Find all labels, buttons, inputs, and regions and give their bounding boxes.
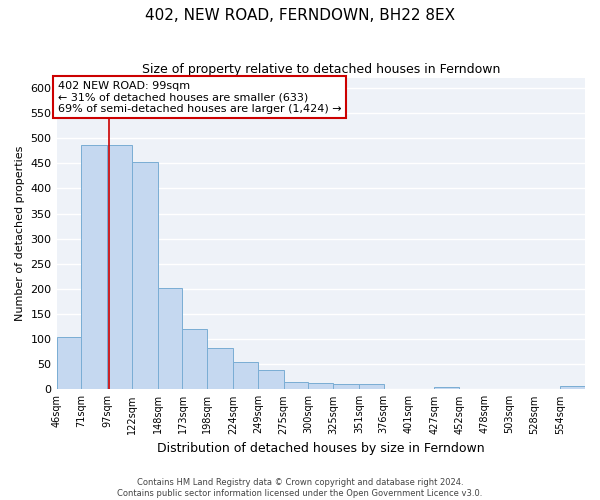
Text: 402, NEW ROAD, FERNDOWN, BH22 8EX: 402, NEW ROAD, FERNDOWN, BH22 8EX bbox=[145, 8, 455, 22]
Bar bbox=[333, 384, 359, 390]
Title: Size of property relative to detached houses in Ferndown: Size of property relative to detached ho… bbox=[142, 62, 500, 76]
Text: 402 NEW ROAD: 99sqm
← 31% of detached houses are smaller (633)
69% of semi-detac: 402 NEW ROAD: 99sqm ← 31% of detached ho… bbox=[58, 80, 341, 114]
Bar bbox=[434, 387, 459, 390]
Bar bbox=[56, 336, 82, 390]
Bar bbox=[107, 145, 132, 390]
Bar bbox=[158, 288, 182, 390]
Bar bbox=[308, 384, 333, 390]
Text: Contains HM Land Registry data © Crown copyright and database right 2024.
Contai: Contains HM Land Registry data © Crown c… bbox=[118, 478, 482, 498]
Bar bbox=[258, 370, 284, 390]
Bar bbox=[284, 382, 308, 390]
Bar bbox=[233, 362, 258, 390]
Bar bbox=[82, 145, 107, 390]
X-axis label: Distribution of detached houses by size in Ferndown: Distribution of detached houses by size … bbox=[157, 442, 485, 455]
Bar bbox=[560, 386, 585, 390]
Bar bbox=[132, 162, 158, 390]
Bar bbox=[182, 329, 207, 390]
Y-axis label: Number of detached properties: Number of detached properties bbox=[15, 146, 25, 322]
Bar bbox=[207, 348, 233, 390]
Bar bbox=[359, 384, 384, 390]
